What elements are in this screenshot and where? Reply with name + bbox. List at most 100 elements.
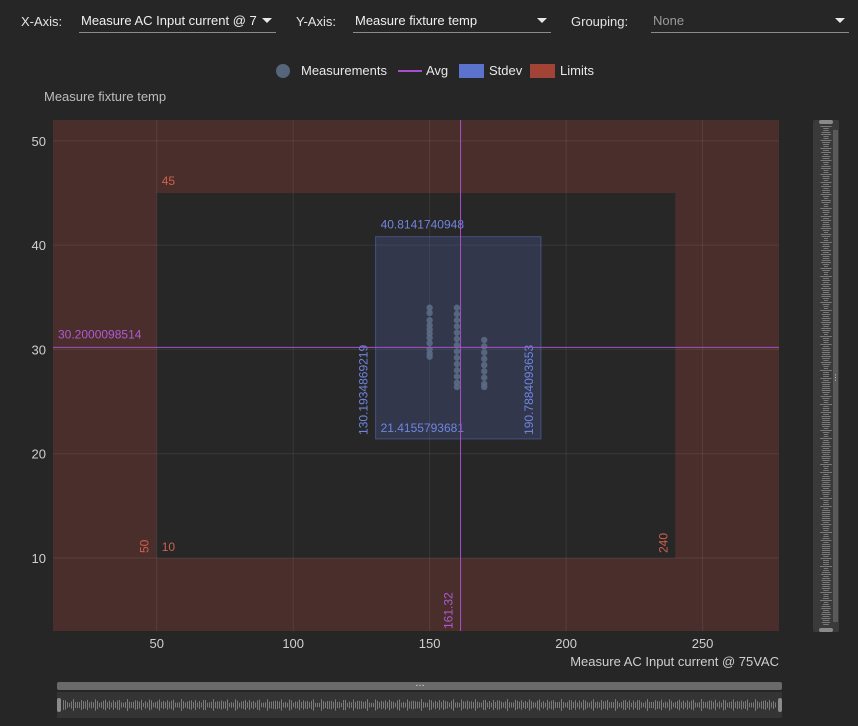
sparkline-bar (822, 494, 830, 495)
sparkline-bar (225, 701, 226, 709)
sparkline-bar (821, 416, 831, 417)
sparkline-bar (367, 699, 368, 711)
sparkline-bar (820, 174, 832, 175)
vertical-range-scrollbar[interactable]: ⋮ (813, 120, 839, 632)
sparkline-bar (691, 700, 692, 710)
sparkline-bar (235, 699, 236, 711)
sparkline-bar (820, 532, 832, 533)
sparkline-bar (617, 701, 618, 709)
sparkline-bar (773, 701, 774, 709)
sparkline-bar (531, 701, 532, 709)
left-handle-icon[interactable] (57, 698, 61, 712)
sparkline-bar (635, 702, 636, 708)
sparkline-bar (821, 356, 831, 357)
sparkline-bar (581, 702, 582, 708)
bottom-handle-icon[interactable] (819, 628, 833, 632)
x-tick-label: 200 (555, 636, 577, 651)
sparkline-bar (391, 701, 392, 709)
sparkline-bar (333, 701, 334, 709)
sparkline-bar (823, 204, 829, 205)
sparkline-bar (243, 701, 244, 709)
sparkline-bar (822, 270, 830, 271)
sparkline-bar (105, 699, 106, 711)
sparkline-bar (63, 700, 64, 710)
sparkline-bar (179, 702, 180, 708)
sparkline-bar (443, 700, 444, 710)
sparkline-bar (821, 422, 831, 423)
grouping-select[interactable]: None (651, 9, 849, 33)
sparkline-bar (451, 700, 452, 710)
sparkline-bar (199, 701, 200, 709)
sparkline-bar (823, 240, 829, 241)
sparkline-bar (641, 702, 642, 708)
sparkline-bar (219, 701, 220, 709)
data-point (453, 367, 461, 374)
sparkline-bar (123, 702, 124, 708)
sparkline-bar (725, 700, 726, 710)
sparkline-bar (820, 370, 832, 371)
stdev-label-x-max: 190.7884093653 (522, 345, 536, 435)
sparkline-bar (527, 702, 528, 708)
horizontal-scroll-thumb[interactable]: … (57, 678, 782, 690)
sparkline-bar (421, 699, 422, 711)
sparkline-bar (223, 701, 224, 709)
sparkline-bar (823, 610, 829, 611)
sparkline-bar (823, 440, 829, 441)
scroll-thumb[interactable] (833, 130, 838, 622)
sparkline-bar (721, 702, 722, 708)
sparkline-bar (822, 612, 830, 613)
y-axis-select[interactable]: Measure fixture temp (353, 9, 551, 33)
sparkline-bar (389, 699, 390, 711)
sparkline-bar (822, 316, 830, 317)
sparkline-bar (153, 702, 154, 708)
sparkline-bar (823, 570, 829, 571)
sparkline-bar (149, 699, 150, 711)
data-point (481, 361, 488, 369)
sparkline-bar (109, 700, 110, 710)
sparkline-bar (205, 700, 206, 710)
sparkline-bar (822, 392, 830, 393)
sparkline-bar (821, 458, 831, 459)
sparkline-bar (822, 354, 830, 355)
data-point (481, 349, 488, 356)
sparkline-bar (441, 702, 442, 708)
sparkline-bar (823, 206, 829, 207)
data-point (481, 343, 488, 350)
sparkline-bar (822, 374, 830, 375)
sparkline-bar (521, 700, 522, 710)
sparkline-bar (820, 234, 832, 235)
data-point (426, 317, 433, 324)
sparkline-bar (277, 701, 278, 709)
right-handle-icon[interactable] (778, 698, 782, 712)
sparkline-bar (820, 182, 832, 183)
data-point (426, 339, 433, 347)
sparkline-bar (821, 236, 831, 237)
sparkline-bar (373, 702, 374, 708)
sparkline-bar (822, 476, 830, 477)
sparkline-bar (395, 702, 396, 708)
horizontal-range-scrollbar[interactable] (57, 692, 782, 718)
avg-label-x: 161.32 (442, 592, 456, 629)
sparkline-bar (823, 144, 829, 145)
sparkline-bar (822, 504, 830, 505)
sparkline-bar (623, 700, 624, 710)
sparkline-bar (703, 701, 704, 709)
sparkline-bar (823, 346, 829, 347)
sparkline-bar (821, 250, 831, 251)
sparkline-bar (822, 290, 830, 291)
grip-icon: ⋮ (832, 373, 840, 382)
sparkline-bar (337, 702, 338, 708)
sparkline-bar (823, 300, 829, 301)
sparkline-bar (823, 402, 829, 403)
x-axis-select[interactable]: Measure AC Input current @ 75 (79, 9, 276, 33)
sparkline-bar (279, 701, 280, 709)
sparkline-bar (822, 298, 830, 299)
sparkline-bar (551, 700, 552, 710)
box-marker-icon (530, 64, 555, 78)
sparkline-bar (821, 318, 831, 319)
top-handle-icon[interactable] (819, 120, 833, 124)
sparkline-bar (823, 238, 829, 239)
sparkline-bar (822, 454, 830, 455)
sparkline-bar (822, 582, 830, 583)
